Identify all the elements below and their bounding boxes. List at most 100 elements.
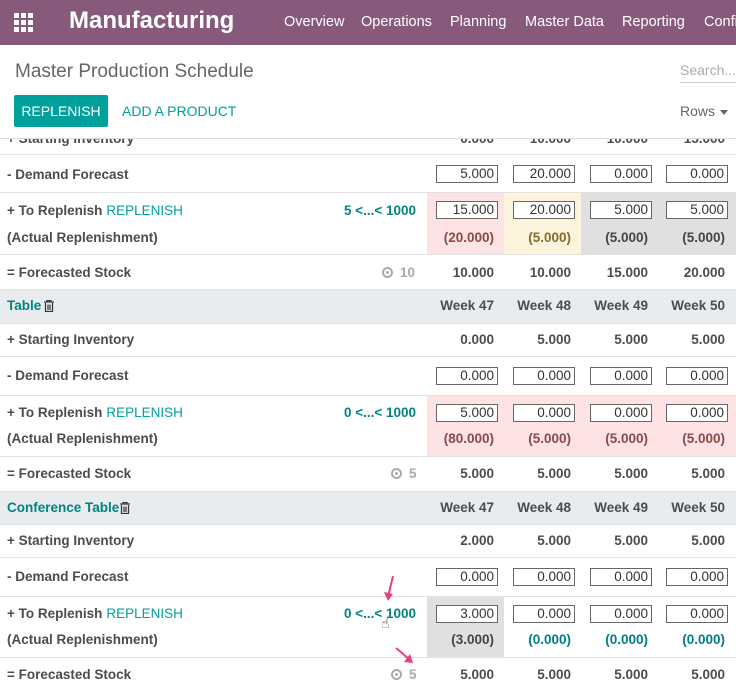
forecasted-stock-value: 10.000 — [529, 265, 571, 280]
demand-forecast-input[interactable]: 0.000 — [436, 568, 498, 586]
demand-forecast-input[interactable]: 0.000 — [590, 367, 652, 385]
product-name[interactable]: Table — [7, 298, 42, 313]
starting-inventory-row: + Starting Inventory 2.000 5.000 5.000 5… — [0, 525, 736, 558]
row-label: + Starting Inventory — [7, 533, 135, 548]
to-replenish-input[interactable]: 3.000 — [436, 605, 498, 623]
rows-label: Rows — [680, 103, 716, 119]
row-label: (Actual Replenishment) — [7, 632, 158, 647]
safety-stock-value: 5 — [409, 466, 417, 481]
menu-configuration[interactable]: Confi — [704, 14, 736, 30]
to-replenish-input[interactable]: 0.000 — [666, 404, 728, 422]
starting-inventory-value: 0.000 — [460, 138, 494, 146]
to-replenish-row: + To Replenish REPLENISH 5 <...< 1000 (Ac… — [0, 193, 736, 255]
safety-stock-value: 5 — [409, 667, 417, 682]
starting-inventory-value: 5.000 — [691, 533, 725, 548]
mps-table: + Starting Inventory 0.000 10.000 10.000… — [0, 138, 736, 688]
week-header: Week 50 — [671, 500, 725, 515]
annotation-arrow-icon — [384, 575, 394, 601]
to-replenish-input[interactable]: 20.000 — [513, 201, 575, 219]
page-title: Master Production Schedule — [15, 61, 254, 82]
safety-bounds[interactable]: 5 <...< 1000 — [343, 203, 416, 218]
menu-reporting[interactable]: Reporting — [622, 14, 685, 30]
forecasted-stock-value: 5.000 — [614, 667, 648, 682]
menu-planning[interactable]: Planning — [450, 14, 507, 30]
to-replenish-input[interactable]: 15.000 — [436, 201, 498, 219]
starting-inventory-row: + Starting Inventory 0.000 10.000 10.000… — [0, 138, 736, 155]
forecasted-stock-value: 5.000 — [460, 466, 494, 481]
row-label: (Actual Replenishment) — [7, 230, 158, 245]
to-replenish-input[interactable]: 5.000 — [666, 201, 728, 219]
replenish-link[interactable]: REPLENISH — [106, 405, 183, 420]
row-label: - Demand Forecast — [7, 569, 129, 584]
forecast-target-icon[interactable] — [391, 468, 402, 479]
actual-replenishment-value: (5.000) — [682, 431, 725, 446]
forecasted-stock-value: 5.000 — [614, 466, 648, 481]
app-name[interactable]: Manufacturing — [69, 7, 235, 34]
forecasted-stock-row: = Forecasted Stock 10 10.000 10.000 15.0… — [0, 255, 736, 290]
forecast-target-icon[interactable] — [391, 669, 402, 680]
annotation-arrow-icon — [395, 647, 413, 663]
apps-menu-icon[interactable] — [14, 13, 33, 32]
demand-forecast-input[interactable]: 20.000 — [513, 165, 575, 183]
product-name[interactable]: Conference Table — [7, 500, 120, 515]
demand-forecast-input[interactable]: 0.000 — [666, 367, 728, 385]
to-replenish-input[interactable]: 5.000 — [436, 404, 498, 422]
replenish-button[interactable]: REPLENISH — [14, 95, 108, 127]
safety-bounds[interactable]: 0 <...< 1000 — [343, 606, 416, 621]
week-header: Week 49 — [594, 500, 648, 515]
trash-icon[interactable] — [44, 300, 54, 312]
menu-overview[interactable]: Overview — [284, 14, 345, 30]
product-header-row: Table Week 47 Week 48 Week 49 Week 50 — [0, 290, 736, 324]
row-label: + To Replenish REPLENISH — [7, 405, 183, 420]
row-label: - Demand Forecast — [7, 167, 129, 182]
to-replenish-input[interactable]: 0.000 — [513, 404, 575, 422]
to-replenish-input[interactable]: 0.000 — [590, 605, 652, 623]
to-replenish-input[interactable]: 0.000 — [590, 404, 652, 422]
trash-icon[interactable] — [120, 502, 130, 514]
actual-replenishment-value: (5.000) — [605, 230, 648, 245]
starting-inventory-value: 5.000 — [691, 332, 725, 347]
demand-forecast-input[interactable]: 5.000 — [436, 165, 498, 183]
actual-replenishment-value: (5.000) — [605, 431, 648, 446]
demand-forecast-input[interactable]: 0.000 — [436, 367, 498, 385]
row-label: = Forecasted Stock — [7, 667, 132, 682]
starting-inventory-value: 15.000 — [683, 138, 725, 146]
add-product-button[interactable]: ADD A PRODUCT — [122, 103, 237, 119]
to-replenish-input[interactable]: 0.000 — [666, 605, 728, 623]
forecasted-stock-row: = Forecasted Stock 5 5.000 5.000 5.000 5… — [0, 457, 736, 492]
safety-bounds[interactable]: 0 <...< 1000 — [343, 405, 416, 420]
actual-replenishment-value: (20.000) — [443, 230, 494, 245]
demand-forecast-input[interactable]: 0.000 — [590, 568, 652, 586]
to-replenish-row: + To Replenish REPLENISH 0 <...< 1000 (Ac… — [0, 396, 736, 457]
starting-inventory-value: 10.000 — [529, 138, 571, 146]
menu-master-data[interactable]: Master Data — [525, 14, 604, 30]
forecast-target-icon[interactable] — [382, 267, 393, 278]
actual-replenishment-value: (0.000) — [528, 632, 571, 647]
to-replenish-row: + To Replenish REPLENISH 0 <...< 1000 (Ac… — [0, 597, 736, 658]
actual-replenishment-value: (0.000) — [682, 632, 725, 647]
row-label: - Demand Forecast — [7, 368, 129, 383]
actual-replenishment-value: (5.000) — [528, 230, 571, 245]
forecasted-stock-value: 10.000 — [452, 265, 494, 280]
menu-operations[interactable]: Operations — [361, 14, 432, 30]
top-navbar: Manufacturing Overview Operations Planni… — [0, 0, 736, 45]
demand-forecast-input[interactable]: 0.000 — [666, 568, 728, 586]
week-header: Week 49 — [594, 298, 648, 313]
demand-forecast-row: - Demand Forecast 0.000 0.000 0.000 0.00… — [0, 558, 736, 597]
to-replenish-input[interactable]: 5.000 — [590, 201, 652, 219]
replenish-link[interactable]: REPLENISH — [106, 203, 183, 218]
starting-inventory-value: 10.000 — [606, 138, 648, 146]
row-label: = Forecasted Stock — [7, 466, 132, 481]
rows-dropdown[interactable]: Rows — [680, 103, 729, 119]
demand-forecast-input[interactable]: 0.000 — [513, 367, 575, 385]
row-label: + Starting Inventory — [7, 138, 135, 146]
demand-forecast-input[interactable]: 0.000 — [590, 165, 652, 183]
search-input[interactable] — [680, 58, 736, 83]
week-header: Week 50 — [671, 298, 725, 313]
replenish-link[interactable]: REPLENISH — [106, 606, 183, 621]
demand-forecast-input[interactable]: 0.000 — [513, 568, 575, 586]
demand-forecast-input[interactable]: 0.000 — [666, 165, 728, 183]
forecasted-stock-value: 5.000 — [691, 466, 725, 481]
starting-inventory-value: 5.000 — [614, 332, 648, 347]
to-replenish-input[interactable]: 0.000 — [513, 605, 575, 623]
